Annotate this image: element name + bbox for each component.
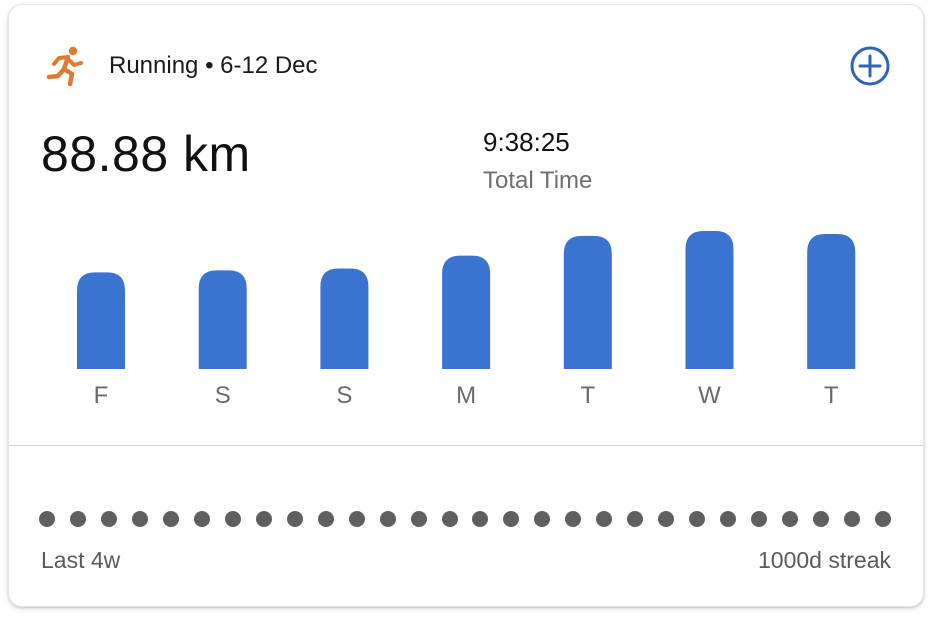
- divider: [9, 445, 923, 446]
- streak-dot: [255, 511, 272, 527]
- bar-4: [563, 235, 612, 369]
- x-tick-label: T: [580, 382, 595, 409]
- streak-dot: [224, 511, 241, 527]
- streak-dot: [410, 511, 427, 527]
- streak-dot: [813, 511, 830, 527]
- bar-6: [807, 233, 856, 369]
- activity-title: Running • 6-12 Dec: [109, 52, 318, 79]
- streak-dot: [39, 511, 55, 527]
- streak-dots: [39, 509, 891, 529]
- bar-3: [442, 255, 491, 369]
- streak-period-label: Last 4w: [41, 547, 121, 573]
- streak-dot: [503, 511, 520, 527]
- x-tick-label: W: [698, 382, 721, 409]
- streak-dot: [286, 511, 303, 527]
- streak-dot: [875, 511, 891, 527]
- streak-dot: [534, 511, 551, 527]
- streak-dot: [596, 511, 613, 527]
- streak-dot: [379, 511, 396, 527]
- activity-card: Running • 6-12 Dec 88.88 km 9:38:25 Tota…: [8, 4, 924, 607]
- x-tick-label: F: [94, 382, 109, 409]
- add-activity-button[interactable]: [847, 43, 893, 89]
- streak-dot: [565, 511, 582, 527]
- total-distance: 88.88 km: [41, 126, 251, 182]
- bar-5: [685, 231, 734, 369]
- x-tick-label: S: [215, 382, 231, 409]
- streak-dot: [689, 511, 706, 527]
- bar-0: [77, 272, 125, 369]
- x-tick-label: T: [824, 382, 839, 409]
- streak-count-label: 1000d streak: [758, 547, 891, 573]
- plus-circle-icon: [850, 46, 890, 86]
- running-person-icon: [43, 43, 89, 89]
- streak-dot: [69, 511, 86, 527]
- streak-dot: [441, 511, 458, 527]
- streak-dot: [131, 511, 148, 527]
- x-tick-label: M: [456, 382, 476, 409]
- card-header: Running • 6-12 Dec: [43, 41, 318, 91]
- streak-dot: [193, 511, 210, 527]
- total-time-value: 9:38:25: [483, 127, 570, 157]
- streak-dot: [317, 511, 334, 527]
- streak-dot: [627, 511, 644, 527]
- streak-dot: [782, 511, 799, 527]
- bar-2: [320, 268, 369, 369]
- x-tick-label: S: [336, 382, 352, 409]
- streak-dot: [348, 511, 365, 527]
- streak-dot: [751, 511, 768, 527]
- streak-dot: [844, 511, 861, 527]
- streak-dot: [162, 511, 179, 527]
- streak-dot: [658, 511, 675, 527]
- bar-1: [198, 270, 247, 369]
- total-time-label: Total Time: [483, 167, 593, 194]
- streak-dot: [472, 511, 489, 527]
- streak-dot: [100, 511, 117, 527]
- streak-dot: [720, 511, 737, 527]
